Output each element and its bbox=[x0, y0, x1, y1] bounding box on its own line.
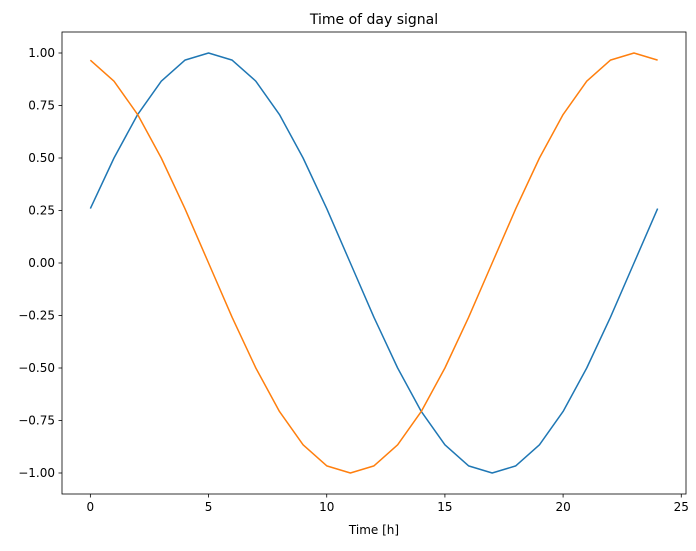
x-tick-label: 15 bbox=[437, 500, 452, 514]
y-tick-label: 0.00 bbox=[28, 256, 55, 270]
series-layer bbox=[89, 52, 659, 474]
x-tick-label: 20 bbox=[555, 500, 570, 514]
y-tick-label: 0.25 bbox=[28, 204, 55, 218]
x-axis-label: Time [h] bbox=[348, 523, 399, 537]
plot-frame bbox=[61, 31, 687, 495]
series-line-1 bbox=[89, 52, 658, 474]
y-tick-label: −0.25 bbox=[18, 309, 55, 323]
ticks-layer: 0 5 10 15 20 25 1.00 0.75 0.50 0.25 0.00 −0.25 −0.50… bbox=[18, 46, 689, 514]
y-tick-label: 0.75 bbox=[28, 99, 55, 113]
x-tick-label: 0 bbox=[87, 500, 95, 514]
y-tick-label: −0.50 bbox=[18, 361, 55, 375]
y-tick-label: 0.50 bbox=[28, 151, 55, 165]
x-tick-label: 5 bbox=[205, 500, 213, 514]
series-line-0 bbox=[89, 52, 659, 474]
x-tick-label: 10 bbox=[319, 500, 334, 514]
chart-title: Time of day signal bbox=[309, 12, 438, 28]
x-tick-label: 25 bbox=[674, 500, 689, 514]
y-tick-label: 1.00 bbox=[28, 46, 55, 60]
y-tick-label: −1.00 bbox=[18, 466, 55, 480]
y-tick-label: −0.75 bbox=[18, 414, 55, 428]
